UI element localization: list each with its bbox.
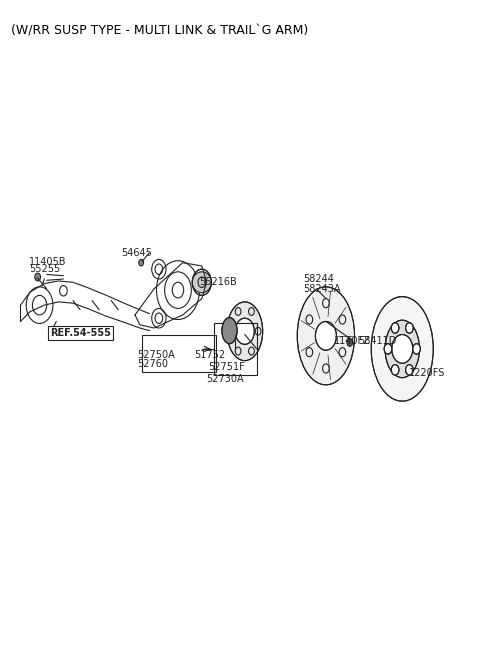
Text: 55255: 55255: [29, 264, 60, 274]
Ellipse shape: [222, 318, 237, 344]
Text: 1140FZ: 1140FZ: [334, 336, 370, 346]
Circle shape: [384, 344, 392, 354]
Text: 58243A: 58243A: [303, 283, 341, 294]
Text: 52730A: 52730A: [206, 374, 244, 384]
Text: 11405B: 11405B: [29, 257, 67, 268]
Circle shape: [391, 323, 399, 333]
Circle shape: [315, 321, 336, 350]
Ellipse shape: [227, 302, 263, 361]
Circle shape: [35, 273, 40, 281]
Text: 51752: 51752: [194, 350, 225, 360]
Ellipse shape: [385, 320, 420, 378]
Circle shape: [392, 335, 413, 363]
Text: 54645: 54645: [121, 249, 153, 258]
Text: REF.54-555: REF.54-555: [50, 328, 111, 338]
Bar: [214, 323, 257, 375]
Circle shape: [413, 344, 420, 354]
Text: 58244: 58244: [303, 274, 335, 285]
Circle shape: [391, 365, 399, 375]
Circle shape: [406, 323, 413, 333]
Ellipse shape: [371, 297, 433, 401]
Circle shape: [235, 318, 254, 344]
Text: 52750A: 52750A: [137, 350, 175, 360]
Text: 55216B: 55216B: [199, 277, 237, 287]
Circle shape: [139, 259, 144, 266]
Text: 1220FS: 1220FS: [409, 369, 446, 379]
Text: 58411D: 58411D: [359, 336, 397, 346]
Circle shape: [26, 287, 53, 323]
Bar: [142, 335, 216, 373]
Ellipse shape: [192, 272, 211, 293]
Ellipse shape: [297, 287, 355, 385]
Circle shape: [406, 365, 413, 375]
Text: (W/RR SUSP TYPE - MULTI LINK & TRAIL`G ARM): (W/RR SUSP TYPE - MULTI LINK & TRAIL`G A…: [11, 24, 308, 37]
Text: 52760: 52760: [137, 359, 168, 369]
Circle shape: [347, 338, 353, 346]
Text: 52751F: 52751F: [208, 362, 245, 372]
